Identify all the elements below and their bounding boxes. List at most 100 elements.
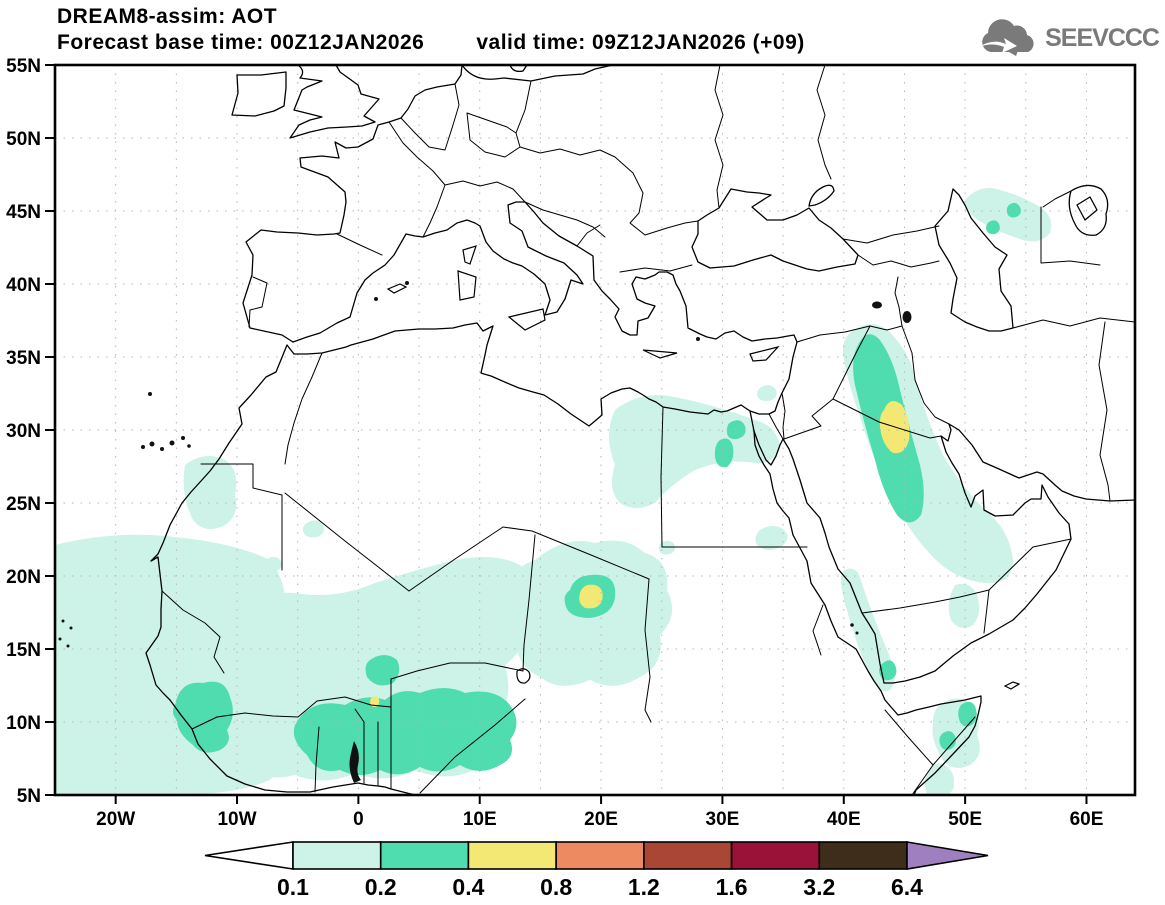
plot-title: DREAM8-assim: AOT — [57, 5, 278, 28]
colorbar-tick-label: 1.6 — [716, 874, 748, 900]
aot-teal-caspian-2 — [986, 220, 1000, 235]
lat-tick-label: 30N — [6, 421, 41, 442]
aot-yellow-chad — [579, 584, 603, 609]
aot-fill-layer — [55, 187, 1052, 795]
lake-urmia — [902, 311, 912, 323]
sicily-island — [507, 308, 546, 331]
colorbar-overflow-arrow — [906, 841, 989, 870]
coast-iran-gulf-makran — [948, 423, 1136, 502]
coast-sinai — [753, 430, 784, 466]
sardinia-island — [457, 270, 477, 301]
seevccc-logo: SEEVCCC — [975, 16, 1160, 60]
colorbar-segment — [292, 841, 382, 870]
map-area — [55, 64, 1136, 796]
aot-fill-west-africa — [55, 534, 293, 795]
lat-tick-label: 45N — [6, 202, 41, 223]
lake-van — [872, 301, 882, 309]
coast-suez-canal — [749, 410, 755, 432]
country-borders — [161, 64, 1136, 796]
forecast-base-time: Forecast base time: 00Z12JAN2026 — [57, 31, 425, 54]
cyprus-island — [749, 345, 780, 362]
colorbar-tick-label: 0.8 — [540, 874, 572, 900]
corsica-island — [462, 245, 477, 265]
lat-tick-label: 50N — [6, 129, 41, 150]
coast-black-sea — [691, 188, 859, 272]
coast-baltic-top — [461, 64, 614, 82]
coastlines — [145, 64, 1136, 796]
lon-tick-label: 40E — [827, 809, 861, 830]
colorbar-segment — [467, 841, 557, 870]
aot-teal-sahel-band — [293, 688, 517, 775]
rhodes-island — [696, 337, 700, 341]
lat-tick-label: 20N — [6, 567, 41, 588]
aot-teal-guinea — [172, 681, 233, 753]
colorbar-segment — [818, 841, 908, 870]
coast-arabia — [782, 423, 1072, 684]
socotra-island — [1003, 681, 1021, 690]
coast-caspian-sea — [934, 188, 1014, 332]
dahlak-islands-1 — [850, 623, 854, 627]
colorbar-tick-label: 1.2 — [628, 874, 660, 900]
plot-header: DREAM8-assim: AOT Forecast base time: 00… — [57, 4, 805, 56]
islands-and-lakes — [58, 245, 1021, 783]
colorbar-segment — [379, 841, 470, 870]
longitude-axis: 20W 10W 0 10E 20E 30E 40E 50E 60E — [96, 795, 1103, 830]
aot-fill-western-sahara — [183, 456, 237, 529]
colorbar-legend: 0.1 0.2 0.4 0.8 1.2 1.6 3.2 6.4 — [204, 841, 989, 900]
lat-tick-label: 5N — [17, 786, 41, 807]
aot-teal-niger-bend — [365, 655, 400, 686]
dahlak-islands-2 — [855, 631, 859, 635]
aot-yellow-benin-speck — [370, 696, 380, 707]
cape-verde-islands — [58, 619, 73, 648]
colorbar-tick-label: 0.4 — [452, 874, 484, 900]
majorca-island — [386, 283, 408, 294]
aot-fill-dot-israel — [757, 385, 777, 402]
lon-tick-label: 0 — [353, 809, 364, 830]
aot-fill-dot-algeria — [302, 520, 325, 538]
aot-fill-somalia-2 — [925, 763, 955, 795]
coast-aral-sea — [1068, 184, 1109, 236]
aot-fill-dot-niger-east — [658, 540, 675, 555]
graticule — [55, 65, 1135, 795]
lat-tick-label: 25N — [6, 494, 41, 515]
colorbar-tick-label: 6.4 — [891, 874, 923, 900]
plot-subtitle: Forecast base time: 00Z12JAN2026 valid t… — [57, 30, 805, 56]
colorbar-underflow-arrow — [204, 841, 294, 870]
aot-teal-egypt-2 — [714, 438, 734, 468]
coast-africa-north-west — [145, 322, 770, 796]
lon-tick-label: 20E — [584, 809, 618, 830]
aot-fill-dot-mali — [263, 556, 282, 572]
colorbar-tick-label: 0.2 — [365, 874, 397, 900]
coast-sweden-tip — [509, 64, 528, 73]
lon-tick-label: 10E — [463, 809, 497, 830]
aot-fill-gulf-south-lobe — [948, 583, 980, 629]
aot-fill-dot-libya-sw — [755, 526, 788, 550]
coast-aral-inner — [1076, 196, 1098, 221]
seevccc-logo-text: SEEVCCC — [1045, 23, 1160, 52]
lon-tick-label: 60E — [1070, 809, 1104, 830]
colorbar-segment — [730, 841, 821, 870]
seevccc-cloud-icon — [979, 19, 1034, 56]
crete-island — [642, 349, 678, 359]
coast-ireland — [231, 71, 287, 117]
madeira-island — [148, 392, 152, 396]
lat-tick-label: 55N — [6, 56, 41, 77]
aot-teal-red-sea — [879, 660, 897, 681]
lat-tick-label: 15N — [6, 640, 41, 661]
coast-mediterranean-north — [292, 201, 798, 415]
lat-tick-label: 35N — [6, 348, 41, 369]
aot-fill-red-sea-strip — [840, 568, 895, 692]
valid-time: valid time: 09Z12JAN2026 (+09) — [476, 31, 805, 54]
colorbar-tick-label: 0.1 — [277, 874, 309, 900]
colorbar-tick-label: 3.2 — [803, 874, 835, 900]
ibiza-island — [374, 297, 378, 301]
colorbar-segment — [643, 841, 733, 870]
lon-tick-label: 30E — [706, 809, 740, 830]
lake-volta — [349, 741, 361, 783]
menorca-island — [405, 281, 409, 285]
colorbar-segment — [555, 841, 645, 870]
coast-africa-east-red-sea — [753, 430, 982, 796]
lat-tick-label: 40N — [6, 275, 41, 296]
